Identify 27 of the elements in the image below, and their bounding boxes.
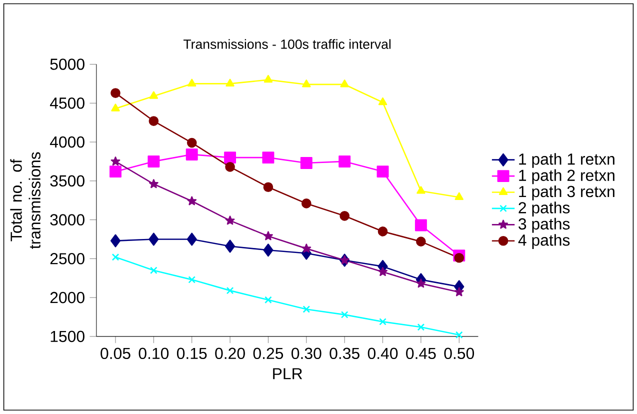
chart-title: Transmissions - 100s traffic interval	[183, 39, 391, 49]
y-tick-label: 3500	[50, 175, 84, 187]
y-tick-label: 2500	[50, 253, 84, 264]
y-tick-label: 4500	[50, 98, 84, 109]
y-tick-label: 5000	[50, 58, 84, 70]
x-tick-label: 0.25	[253, 348, 284, 360]
x-tick-label: 0.35	[330, 348, 360, 360]
legend-label: 3 paths	[518, 218, 570, 233]
x-tick-label: 0.30	[292, 348, 322, 360]
legend-label: 2 paths	[518, 202, 570, 217]
y-tick-label: 3000	[50, 214, 84, 226]
x-axis-title: PLR	[273, 368, 302, 380]
y-tick-label: 1500	[50, 330, 84, 342]
y-axis-title: Total no. of transmissions	[10, 152, 40, 249]
legend-label: 1 path 1 retxn	[519, 153, 614, 168]
y-tick-label: 2000	[50, 292, 84, 304]
x-tick-label: 0.20	[215, 348, 245, 360]
x-tick-label: 0.45	[406, 348, 436, 360]
x-tick-label: 0.40	[368, 348, 398, 360]
x-tick-label: 0.10	[138, 348, 169, 360]
y-tick-label: 4000	[50, 136, 84, 148]
x-tick-label: 0.50	[444, 348, 474, 360]
legend-label: 1 path 2 retxn	[519, 169, 614, 184]
legend-label: 4 paths	[518, 234, 570, 249]
x-tick-label: 0.15	[176, 348, 207, 360]
x-tick-label: 0.05	[100, 348, 130, 360]
legend-label: 1 path 3 retxn	[519, 186, 614, 200]
